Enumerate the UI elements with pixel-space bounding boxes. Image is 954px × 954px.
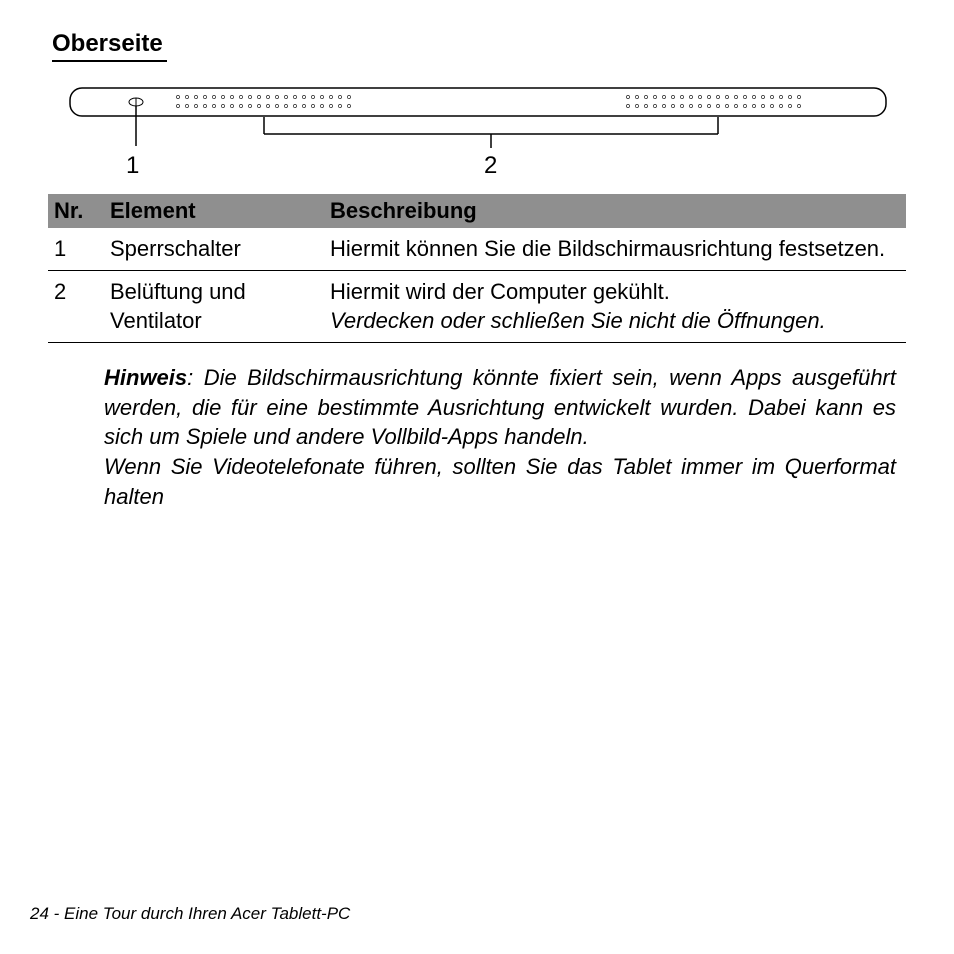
note-body-1: : Die Bildschirmausrichtung könnte fixie… bbox=[104, 365, 896, 449]
col-header-beschreibung: Beschreibung bbox=[324, 194, 906, 228]
callout-label-1: 1 bbox=[126, 152, 139, 180]
table-row: 1 Sperrschalter Hiermit können Sie die B… bbox=[48, 228, 906, 270]
table-row: 2 Belüftung und Ventilator Hiermit wird … bbox=[48, 270, 906, 342]
page-footer: 24 - Eine Tour durch Ihren Acer Tablett-… bbox=[30, 904, 350, 924]
desc-italic: Verdecken oder schließen Sie nicht die Ö… bbox=[330, 308, 826, 333]
cell-nr: 1 bbox=[48, 228, 104, 270]
section-title: Oberseite bbox=[52, 30, 167, 62]
callout-label-2: 2 bbox=[484, 152, 497, 180]
desc-plain: Hiermit können Sie die Bildschirmausrich… bbox=[330, 236, 885, 261]
components-table: Nr. Element Beschreibung 1 Sperrschalter… bbox=[48, 194, 906, 343]
cell-nr: 2 bbox=[48, 270, 104, 342]
table-header-row: Nr. Element Beschreibung bbox=[48, 194, 906, 228]
note-label: Hinweis bbox=[104, 365, 187, 390]
note-block: Hinweis: Die Bildschirmausrichtung könnt… bbox=[104, 363, 896, 511]
col-header-nr: Nr. bbox=[48, 194, 104, 228]
cell-element: Belüftung und Ventilator bbox=[104, 270, 324, 342]
cell-desc: Hiermit können Sie die Bildschirmausrich… bbox=[324, 228, 906, 270]
device-top-diagram: 1 2 bbox=[68, 86, 888, 186]
desc-plain: Hiermit wird der Computer gekühlt. bbox=[330, 279, 670, 304]
col-header-element: Element bbox=[104, 194, 324, 228]
cell-element: Sperrschalter bbox=[104, 228, 324, 270]
cell-desc: Hiermit wird der Computer gekühlt. Verde… bbox=[324, 270, 906, 342]
note-body-2: Wenn Sie Videotelefonate führen, sollten… bbox=[104, 454, 896, 509]
